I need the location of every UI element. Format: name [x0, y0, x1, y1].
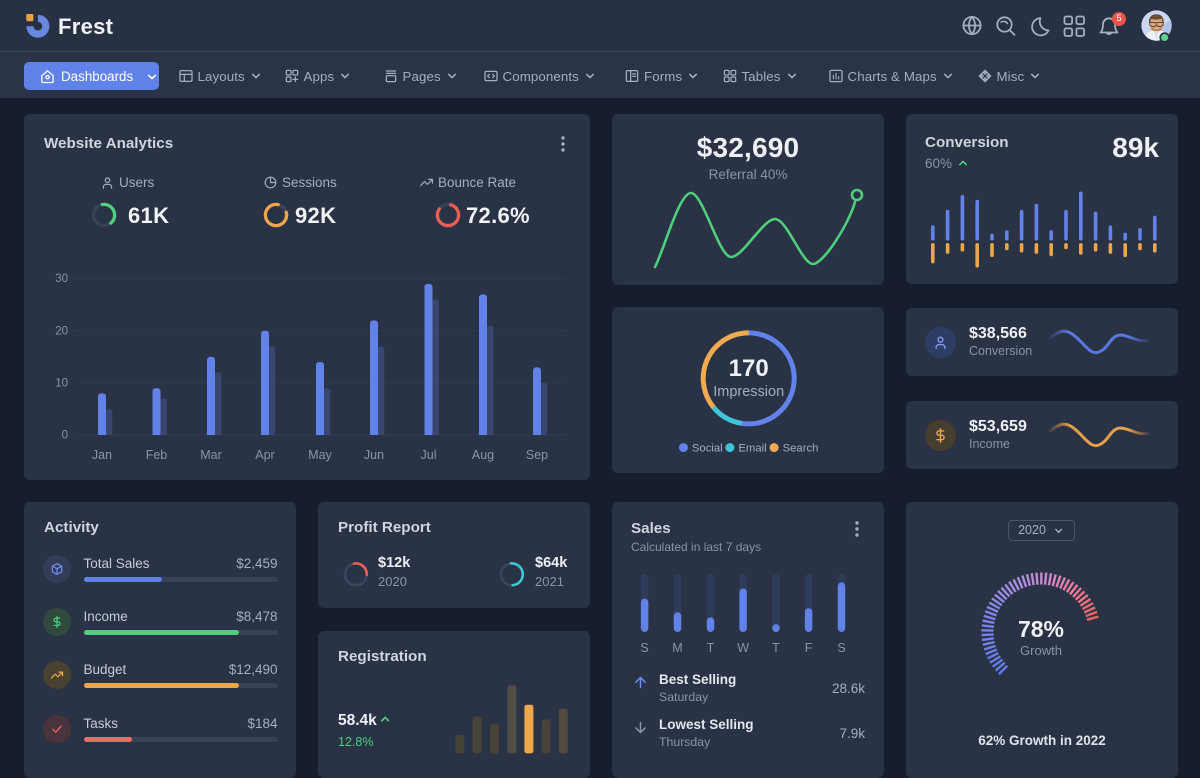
svg-text:Mar: Mar — [200, 448, 222, 462]
svg-text:May: May — [308, 448, 332, 462]
svg-text:Search: Search — [783, 443, 819, 455]
svg-text:S: S — [640, 641, 648, 655]
svg-text:30: 30 — [55, 273, 68, 285]
svg-text:Social: Social — [692, 443, 723, 455]
svg-text:S: S — [837, 641, 845, 655]
svg-text:Jun: Jun — [364, 448, 384, 462]
svg-text:20: 20 — [55, 325, 68, 337]
svg-text:Feb: Feb — [146, 448, 168, 462]
svg-text:F: F — [805, 641, 813, 655]
svg-text:0: 0 — [62, 430, 68, 442]
svg-text:Sep: Sep — [526, 448, 548, 462]
svg-text:M: M — [672, 641, 682, 655]
svg-text:W: W — [737, 641, 749, 655]
svg-text:T: T — [772, 641, 780, 655]
svg-text:Impression: Impression — [713, 384, 784, 400]
svg-text:170: 170 — [729, 355, 769, 382]
svg-text:Jul: Jul — [421, 448, 437, 462]
svg-text:Aug: Aug — [472, 448, 494, 462]
svg-text:Apr: Apr — [255, 448, 274, 462]
svg-text:Jan: Jan — [92, 448, 112, 462]
svg-text:10: 10 — [55, 377, 68, 389]
svg-text:Email: Email — [738, 443, 766, 455]
svg-text:T: T — [707, 641, 715, 655]
